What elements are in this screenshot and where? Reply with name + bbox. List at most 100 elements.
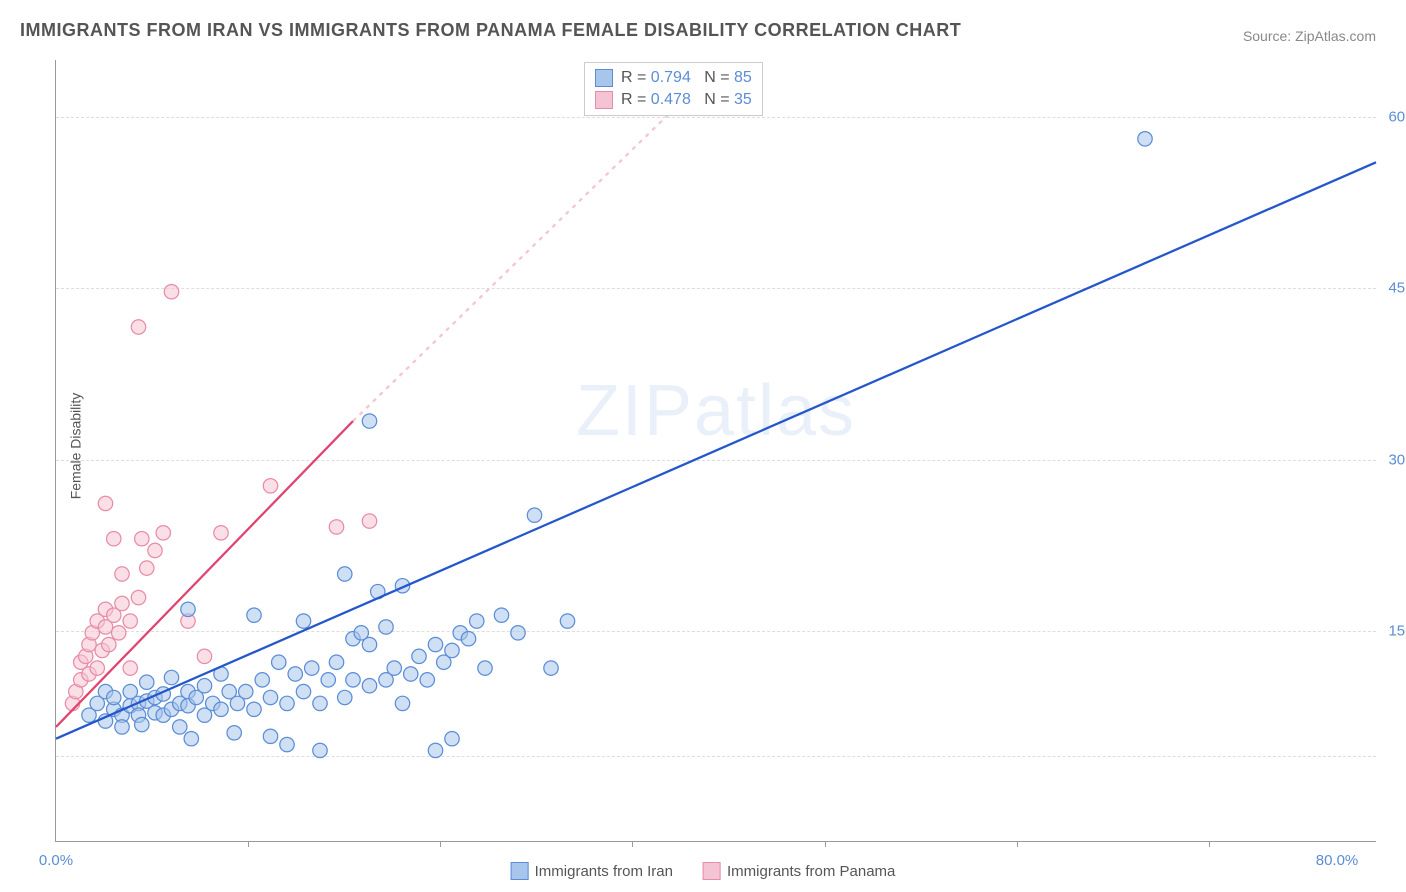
x-tick-mark (825, 841, 826, 847)
data-point (404, 667, 418, 681)
data-point (184, 731, 198, 745)
scatter-plot-svg (56, 60, 1376, 841)
data-point (428, 743, 442, 757)
data-point (329, 655, 343, 669)
y-tick-label: 60.0% (1388, 109, 1406, 126)
data-point (239, 684, 253, 698)
data-point (560, 614, 574, 628)
data-point (173, 720, 187, 734)
data-point (123, 661, 137, 675)
correlation-stats-legend: R = 0.794 N = 85 R = 0.478 N = 35 (584, 62, 763, 116)
data-point (164, 670, 178, 684)
data-point (115, 720, 129, 734)
data-point (164, 284, 178, 298)
data-point (288, 667, 302, 681)
trendline (353, 68, 716, 421)
data-point (494, 608, 508, 622)
data-point (420, 673, 434, 687)
data-point (135, 717, 149, 731)
data-point (1138, 132, 1152, 146)
y-tick-label: 45.0% (1388, 280, 1406, 297)
data-point (527, 508, 541, 522)
data-point (346, 673, 360, 687)
data-point (329, 520, 343, 534)
data-point (544, 661, 558, 675)
data-point (115, 596, 129, 610)
data-point (263, 729, 277, 743)
data-point (387, 661, 401, 675)
data-point (123, 614, 137, 628)
data-point (461, 631, 475, 645)
data-point (255, 673, 269, 687)
data-point (140, 675, 154, 689)
data-point (156, 526, 170, 540)
data-point (214, 526, 228, 540)
x-tick-mark (632, 841, 633, 847)
data-point (140, 561, 154, 575)
x-tick-mark (1209, 841, 1210, 847)
data-point (131, 590, 145, 604)
series-legend: Immigrants from Iran Immigrants from Pana… (511, 862, 896, 880)
data-point (148, 543, 162, 557)
x-tick-label: 0.0% (39, 852, 73, 869)
data-point (197, 679, 211, 693)
data-point (296, 684, 310, 698)
x-tick-mark (440, 841, 441, 847)
data-point (478, 661, 492, 675)
data-point (214, 702, 228, 716)
data-point (272, 655, 286, 669)
legend-swatch-icon (595, 91, 613, 109)
data-point (362, 414, 376, 428)
data-point (296, 614, 310, 628)
source-attribution: Source: ZipAtlas.com (1243, 28, 1376, 44)
data-point (511, 626, 525, 640)
data-point (111, 626, 125, 640)
data-point (313, 743, 327, 757)
data-point (362, 514, 376, 528)
stats-legend-row: R = 0.478 N = 35 (595, 89, 752, 111)
data-point (247, 702, 261, 716)
legend-item: Immigrants from Iran (511, 862, 673, 880)
data-point (338, 690, 352, 704)
data-point (428, 637, 442, 651)
data-point (362, 679, 376, 693)
legend-label: Immigrants from Panama (727, 863, 895, 880)
stats-text: R = 0.478 N = 35 (621, 91, 752, 109)
data-point (227, 726, 241, 740)
x-tick-label: 80.0% (1316, 852, 1359, 869)
data-point (412, 649, 426, 663)
y-tick-label: 15.0% (1388, 622, 1406, 639)
data-point (263, 479, 277, 493)
legend-item: Immigrants from Panama (703, 862, 895, 880)
data-point (90, 661, 104, 675)
data-point (247, 608, 261, 622)
data-point (321, 673, 335, 687)
data-point (102, 637, 116, 651)
data-point (305, 661, 319, 675)
data-point (470, 614, 484, 628)
data-point (280, 737, 294, 751)
data-point (107, 690, 121, 704)
data-point (379, 620, 393, 634)
data-point (445, 643, 459, 657)
data-point (197, 649, 211, 663)
data-point (313, 696, 327, 710)
x-tick-mark (1017, 841, 1018, 847)
data-point (395, 696, 409, 710)
data-point (362, 637, 376, 651)
chart-plot-area: ZIPatlas 15.0%30.0%45.0%60.0%0.0%80.0% R… (55, 60, 1376, 842)
data-point (131, 320, 145, 334)
data-point (98, 496, 112, 510)
data-point (107, 532, 121, 546)
legend-label: Immigrants from Iran (535, 863, 673, 880)
y-tick-label: 30.0% (1388, 451, 1406, 468)
data-point (181, 602, 195, 616)
data-point (135, 532, 149, 546)
data-point (280, 696, 294, 710)
stats-legend-row: R = 0.794 N = 85 (595, 67, 752, 89)
legend-swatch-icon (595, 69, 613, 87)
x-tick-mark (248, 841, 249, 847)
legend-swatch-icon (511, 862, 529, 880)
trendline (56, 162, 1376, 738)
data-point (263, 690, 277, 704)
